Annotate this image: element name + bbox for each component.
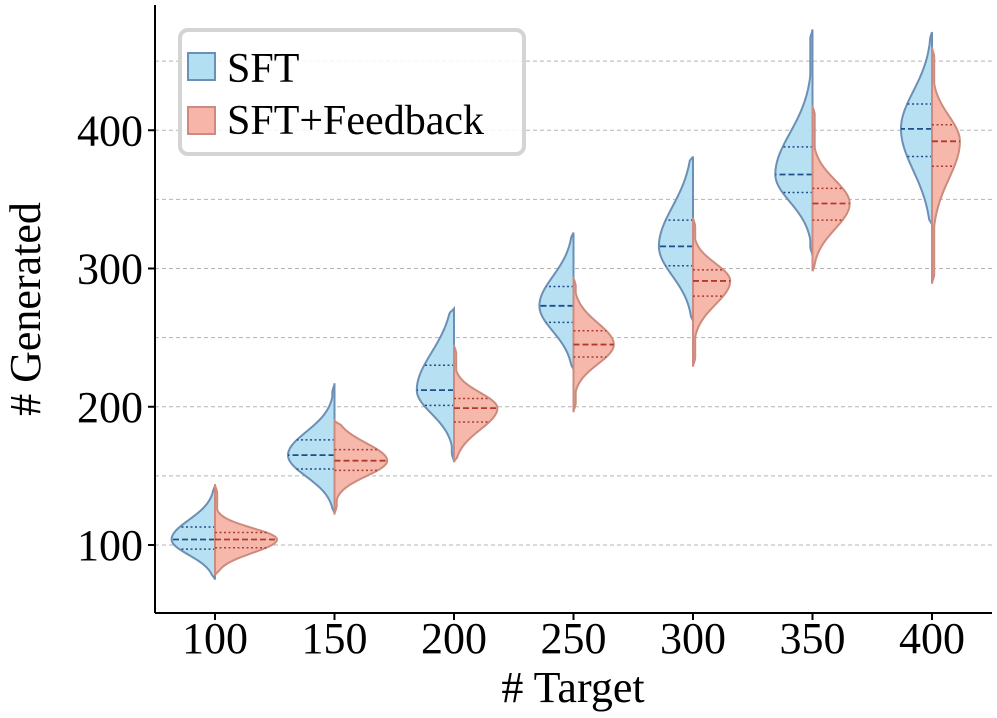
legend-swatch-sft-feedback	[187, 106, 216, 135]
violin-half-sft-300	[657, 155, 694, 322]
violin-half-sft-250	[538, 232, 575, 370]
violin-half-sft-350	[774, 29, 814, 257]
legend-swatch-sft	[187, 52, 216, 81]
y-axis-title: # Generated	[1, 202, 50, 416]
x-axis-title: # Target	[501, 663, 644, 712]
legend: SFT SFT+Feedback	[178, 28, 526, 156]
violin-half-sft-feedback-200	[453, 344, 499, 463]
violin-300	[657, 155, 732, 367]
y-tick-label-300: 300	[77, 245, 143, 294]
legend-frame	[178, 28, 526, 156]
x-tick-label-250: 250	[541, 614, 607, 663]
violin-100	[170, 484, 278, 580]
violin-150	[287, 383, 389, 515]
violin-half-sft-feedback-100	[214, 484, 278, 576]
violin-250	[538, 232, 615, 413]
y-tick-label-100: 100	[77, 521, 143, 570]
x-tick-label-200: 200	[421, 614, 487, 663]
violin-400	[900, 31, 961, 284]
x-tick-label-350: 350	[780, 614, 846, 663]
violins	[170, 29, 961, 580]
violin-200	[415, 306, 499, 463]
x-ticks: 100 150 200 250 300 350 400	[182, 613, 965, 663]
violin-half-sft-feedback-300	[692, 217, 732, 367]
violin-350	[774, 29, 851, 272]
violin-half-sft-150	[287, 383, 336, 514]
legend-label-sft: SFT	[227, 46, 299, 92]
violin-half-sft-400	[900, 31, 933, 228]
violin-half-sft-100	[170, 485, 216, 580]
x-tick-label-100: 100	[182, 614, 248, 663]
x-tick-label-400: 400	[899, 614, 965, 663]
y-ticks: 100 200 300 400	[77, 106, 155, 570]
x-tick-label-150: 150	[302, 614, 368, 663]
x-tick-label-300: 300	[660, 614, 726, 663]
legend-label-sft-feedback: SFT+Feedback	[227, 98, 484, 144]
violin-half-sft-feedback-150	[333, 418, 389, 515]
y-tick-label-200: 200	[77, 383, 143, 432]
violin-half-sft-200	[415, 306, 455, 463]
y-tick-label-400: 400	[77, 106, 143, 155]
